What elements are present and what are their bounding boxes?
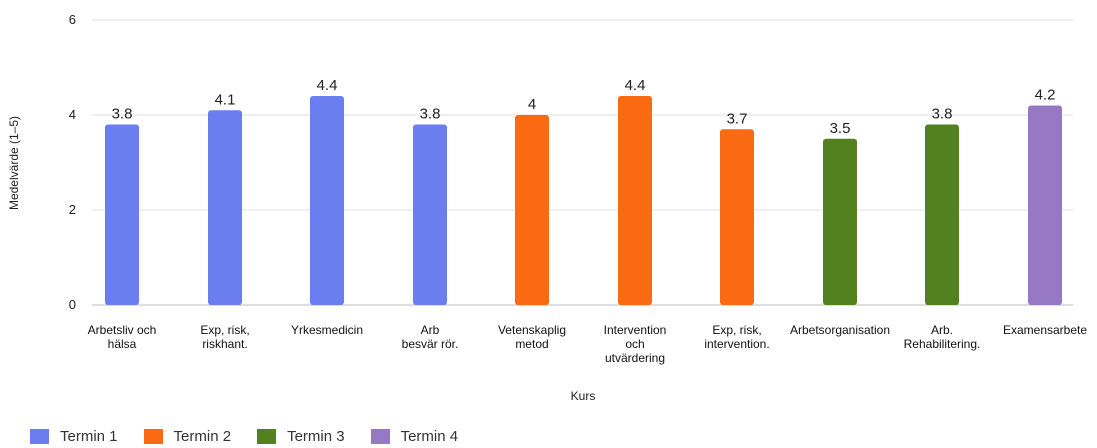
data-label: 4: [528, 96, 536, 113]
x-tick-label: Yrkesmedicin: [291, 323, 363, 337]
legend-swatch: [143, 429, 163, 444]
legend-swatch: [370, 429, 390, 444]
x-tick-label: Arb. Rehabilitering.: [904, 323, 981, 351]
legend-label: Termin 4: [400, 428, 459, 445]
x-tick-label: Examensarbete: [1003, 323, 1087, 337]
y-tick-label: 4: [69, 107, 76, 122]
legend-swatch: [30, 429, 49, 444]
bar: [515, 115, 549, 305]
bar: [823, 138, 857, 305]
legend-item: Termin 3: [257, 428, 345, 445]
y-tick-label: 6: [69, 12, 76, 27]
legend-label: Termin 3: [287, 428, 345, 445]
legend-label: Termin 1: [60, 428, 118, 445]
legend: Termin 1 Termin 2 Termin 3 Termin 4: [30, 428, 484, 445]
data-label: 4.1: [215, 91, 236, 108]
data-label: 3.8: [932, 106, 953, 123]
bar: [618, 96, 652, 305]
bar: [413, 124, 447, 305]
data-label: 3.8: [420, 106, 441, 123]
data-label: 3.7: [727, 110, 748, 127]
x-tick-label: Vetenskaplig metod: [498, 323, 566, 351]
data-label: 4.4: [625, 77, 646, 94]
y-tick-label: 0: [69, 297, 76, 312]
bar: [310, 96, 344, 305]
data-label: 4.4: [317, 77, 338, 94]
data-label: 3.8: [112, 106, 133, 123]
legend-label: Termin 2: [173, 428, 232, 445]
bar-chart: 0 2 4 6 3.8 4.1 4.4 3.8 4 4.4 3.7 3.5 3.8 4.2 Arbets…: [7, 12, 1087, 403]
bar: [720, 129, 754, 305]
data-label: 3.5: [830, 120, 851, 137]
x-tick-label: Arb besvär rör.: [402, 323, 459, 351]
x-tick-label: Arbetsliv och hälsa: [88, 323, 157, 351]
legend-item: Termin 4: [370, 428, 459, 445]
y-axis-title: Medelvärde (1–5): [7, 116, 21, 210]
bar: [208, 110, 242, 305]
legend-item: Termin 1: [30, 428, 118, 445]
x-tick-label: Intervention och utvärdering: [604, 323, 667, 365]
x-tick-label: Arbetsorganisation: [790, 323, 890, 337]
bar: [105, 124, 139, 305]
data-label: 4.2: [1035, 87, 1056, 104]
bar: [1028, 105, 1062, 305]
legend-item: Termin 2: [143, 428, 232, 445]
x-tick-label: Exp, risk, riskhant.: [200, 323, 249, 351]
legend-swatch: [257, 429, 277, 444]
x-tick-label: Exp, risk, intervention.: [704, 323, 769, 351]
x-axis-title: Kurs: [571, 389, 596, 403]
y-tick-label: 2: [69, 202, 76, 217]
bar: [925, 124, 959, 305]
